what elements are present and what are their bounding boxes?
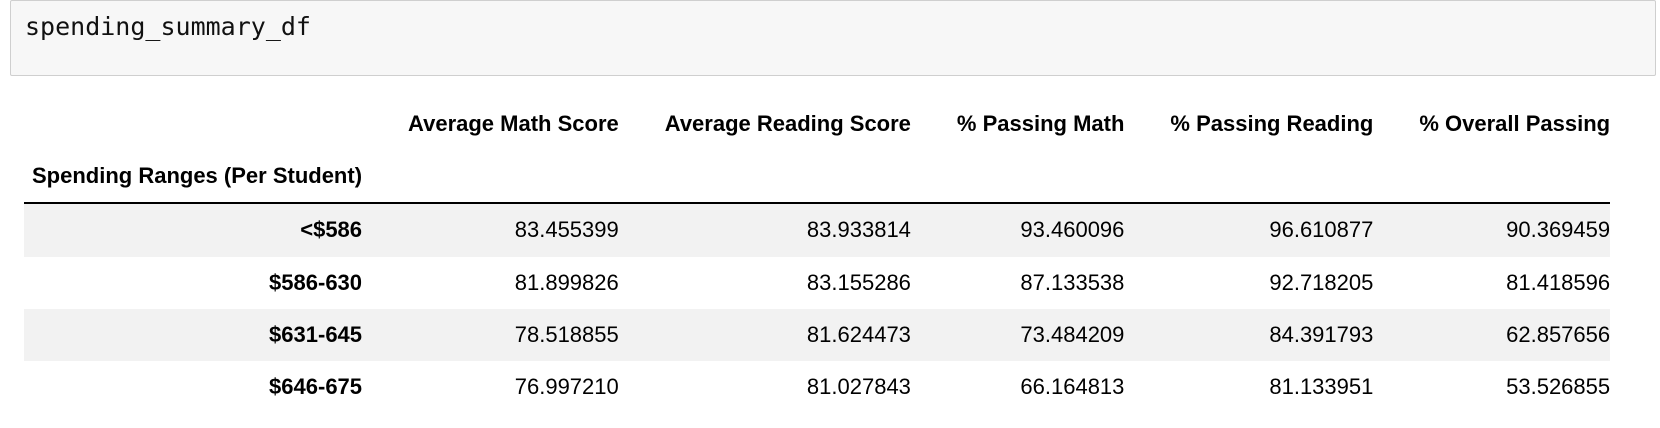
cell: 83.933814	[806, 217, 911, 243]
cell: 53.526855	[1506, 373, 1611, 399]
index-name-blank	[911, 150, 1124, 203]
cell: 81.624473	[806, 321, 911, 347]
table-row: $586-630 81.899826 83.155286 87.133538 9…	[24, 257, 1610, 309]
cell: 78.518855	[514, 321, 619, 347]
column-header: Average Reading Score	[664, 111, 911, 136]
index-name-blank	[362, 150, 619, 203]
cell: 84.391793	[1269, 321, 1374, 347]
table-row: $631-645 78.518855 81.624473 73.484209 8…	[24, 308, 1611, 361]
cell: 81.418596	[1506, 269, 1611, 295]
cell: 73.484209	[1020, 321, 1125, 347]
cell: 96.610877	[1269, 217, 1374, 243]
row-index: $586-630	[269, 269, 363, 295]
cell: 92.718205	[1269, 269, 1374, 295]
cell: 62.857656	[1506, 321, 1611, 347]
dataframe-header: Average Math Score Average Reading Score…	[24, 98, 1611, 204]
table-row: $646-675 76.997210 81.027843 66.164813 8…	[24, 361, 1610, 413]
cell: 90.369459	[1506, 217, 1611, 243]
index-name-blank	[619, 150, 911, 203]
column-header: % Passing Math	[956, 111, 1125, 136]
row-index: $631-645	[269, 321, 363, 347]
index-name-row: Spending Ranges (Per Student)	[24, 150, 1610, 203]
dataframe-body: <$586 83.455399 83.933814 93.460096 96.6…	[24, 203, 1611, 413]
cell: 83.155286	[806, 269, 911, 295]
cell: 83.455399	[514, 217, 619, 243]
cell: 87.133538	[1020, 269, 1125, 295]
index-name-blank	[1124, 150, 1373, 203]
code-cell-source[interactable]: spending_summary_df	[25, 12, 311, 41]
index-name-blank	[1373, 150, 1610, 203]
row-index: <$586	[300, 217, 363, 243]
cell: 76.997210	[514, 373, 619, 399]
column-header: % Overall Passing	[1419, 111, 1611, 136]
index-name: Spending Ranges (Per Student)	[32, 163, 363, 189]
cell: 93.460096	[1020, 217, 1125, 243]
table-row: <$586 83.455399 83.933814 93.460096 96.6…	[24, 203, 1611, 257]
column-header: Average Math Score	[408, 111, 619, 136]
cell: 81.027843	[806, 373, 911, 399]
code-cell[interactable]: spending_summary_df	[10, 0, 1656, 76]
cell: 81.133951	[1269, 373, 1374, 399]
cell: 66.164813	[1020, 373, 1125, 399]
index-header-blank	[24, 98, 362, 150]
dataframe-table: Average Math Score Average Reading Score…	[24, 98, 1611, 413]
cell: 81.899826	[514, 269, 619, 295]
column-header: % Passing Reading	[1170, 111, 1374, 136]
column-header-row: Average Math Score Average Reading Score…	[24, 98, 1610, 150]
row-index: $646-675	[269, 373, 363, 399]
dataframe-output: Average Math Score Average Reading Score…	[24, 98, 1660, 413]
